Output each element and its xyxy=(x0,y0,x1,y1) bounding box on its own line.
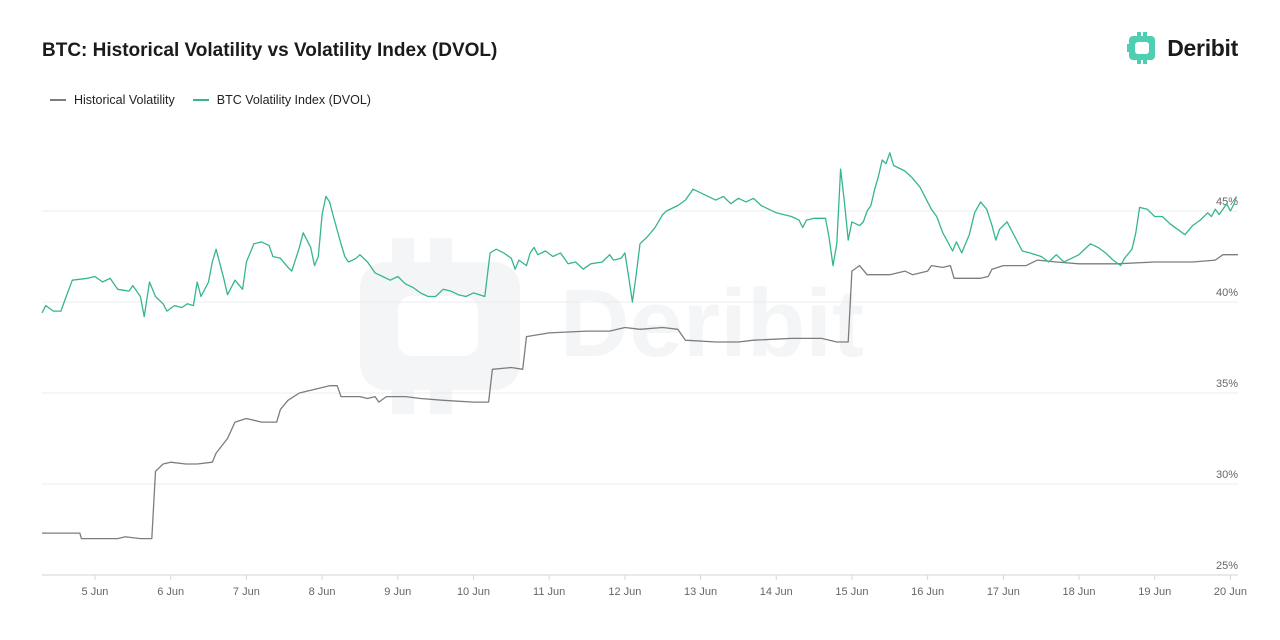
x-tick-label: 5 Jun xyxy=(82,586,109,598)
legend-swatch-hv xyxy=(50,99,66,101)
x-tick-label: 7 Jun xyxy=(233,586,260,598)
x-tick-label: 16 Jun xyxy=(911,586,944,598)
series-lines xyxy=(41,152,1238,540)
x-tick-label: 9 Jun xyxy=(384,586,411,598)
x-tick-label: 18 Jun xyxy=(1063,586,1096,598)
legend-label-hv: Historical Volatility xyxy=(74,93,175,107)
x-tick-label: 11 Jun xyxy=(533,586,565,598)
x-tick-label: 14 Jun xyxy=(760,586,793,598)
grid-lines xyxy=(42,210,1238,485)
x-tick-label: 12 Jun xyxy=(608,586,641,598)
x-tick-label: 15 Jun xyxy=(835,586,868,598)
legend-item-dvol[interactable]: BTC Volatility Index (DVOL) xyxy=(192,93,371,107)
y-tick-label: 45% xyxy=(1216,196,1238,208)
x-tick-label: 17 Jun xyxy=(987,586,1020,598)
series-line-hv xyxy=(42,254,1238,540)
brand-logo: Deribit xyxy=(1127,32,1238,64)
watermark-text: Deribit xyxy=(560,270,864,377)
x-tick-label: 6 Jun xyxy=(157,586,184,598)
axes: 25% 30% 35% 40% 45% 5 Jun 6 Jun 7 Jun 8 Jun 9 Jun… xyxy=(42,196,1247,598)
y-tick-label: 40% xyxy=(1216,287,1238,299)
watermark: Deribit xyxy=(360,238,864,414)
x-tick-label: 10 Jun xyxy=(457,586,490,598)
y-tick-label: 30% xyxy=(1216,469,1238,481)
x-tick-label: 13 Jun xyxy=(684,586,717,598)
x-tick-label: 19 Jun xyxy=(1138,586,1171,598)
x-tick-label: 8 Jun xyxy=(309,586,336,598)
legend-label-dvol: BTC Volatility Index (DVOL) xyxy=(216,93,371,107)
x-tick-label: 20 Jun xyxy=(1214,586,1247,598)
series-line-dvol xyxy=(41,152,1238,318)
deribit-logo-icon xyxy=(1127,32,1156,64)
legend-item-historical-volatility[interactable]: Historical Volatility xyxy=(50,93,175,107)
chart-legend: Historical Volatility BTC Volatility Ind… xyxy=(50,93,371,107)
y-tick-label: 25% xyxy=(1216,560,1238,572)
y-tick-label: 35% xyxy=(1216,378,1238,390)
legend-swatch-dvol xyxy=(192,99,209,101)
page-title: BTC: Historical Volatility vs Volatility… xyxy=(42,40,498,61)
brand-name: Deribit xyxy=(1167,34,1238,61)
